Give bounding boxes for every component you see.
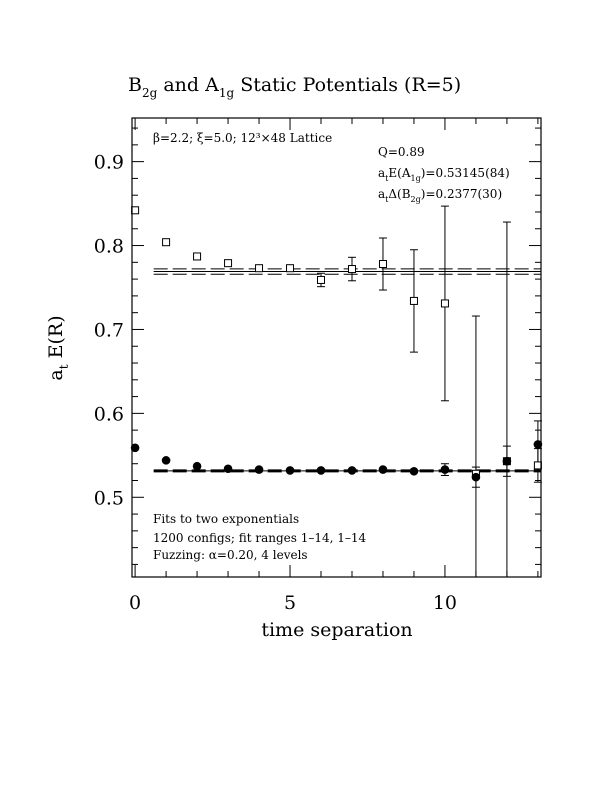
data-point-circle <box>254 465 264 474</box>
data-point-circle <box>285 466 295 475</box>
y-tick-label: 0.9 <box>94 152 124 174</box>
data-point-square <box>533 461 542 470</box>
data-point-square <box>317 275 326 284</box>
x-tick-label: 10 <box>433 592 457 614</box>
data-point-circle <box>161 456 171 465</box>
data-point-square <box>409 296 418 305</box>
fit-lines <box>153 268 541 473</box>
data-point-square <box>378 260 387 269</box>
plot-frame <box>131 117 542 578</box>
tick-labels: 0 5 10 0.5 0.6 0.7 0.8 0.9 <box>94 152 457 614</box>
y-tick-label: 0.6 <box>94 403 124 425</box>
fits-note-line1: Fits to two exponentials <box>153 512 299 526</box>
q-value-label: Q=0.89 <box>378 145 425 159</box>
fits-note-line3: Fuzzing: α=0.20, 4 levels <box>153 548 308 562</box>
b2g-gap-label: atΔ(B2g)=0.2377(30) <box>378 187 502 204</box>
y-tick-label: 0.5 <box>94 487 124 509</box>
data-point-circle <box>471 472 481 482</box>
data-point-circle <box>223 464 233 474</box>
data-point-square <box>131 206 140 215</box>
data-point-circle <box>130 443 140 453</box>
chart-title: B2g and A1g Static Potentials (R=5) <box>128 74 461 100</box>
a1g-energy-label: atE(A1g)=0.53145(84) <box>378 166 510 183</box>
data-markers <box>130 206 543 482</box>
data-point-square <box>440 299 449 308</box>
x-tick-label: 5 <box>284 592 296 614</box>
data-point-circle <box>440 465 450 474</box>
data-point-square <box>193 252 202 261</box>
data-point-square <box>347 265 356 274</box>
error-bars <box>317 205 542 577</box>
data-point-square <box>224 259 233 268</box>
data-point-circle <box>316 466 326 475</box>
data-point-circle <box>347 466 357 475</box>
x-axis-label: time separation <box>261 619 412 641</box>
data-point-circle <box>378 465 388 474</box>
data-point-square <box>286 264 295 273</box>
x-tick-label: 0 <box>129 592 141 614</box>
y-tick-label: 0.7 <box>94 319 124 341</box>
data-point-square <box>162 238 171 247</box>
fits-note-line2: 1200 configs; fit ranges 1–14, 1–14 <box>153 531 367 545</box>
data-point-square <box>255 264 264 273</box>
y-tick-label: 0.8 <box>94 236 124 258</box>
lattice-params-label: β=2.2; ξ=5.0; 12³×48 Lattice <box>153 131 332 145</box>
data-point-circle <box>533 440 543 449</box>
data-point-circle <box>192 461 202 471</box>
data-point-circle <box>502 456 512 466</box>
data-point-circle <box>409 466 419 476</box>
y-axis-label: at E(R) <box>45 315 71 380</box>
